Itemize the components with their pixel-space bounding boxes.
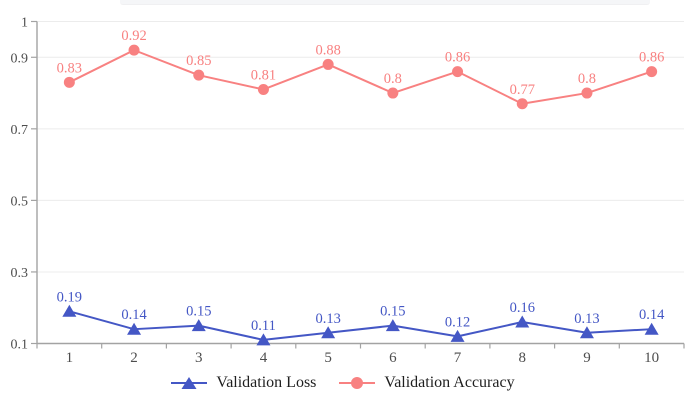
data-point-label-validation-accuracy: 0.8 (384, 71, 402, 87)
data-point-marker-validation-accuracy (581, 87, 593, 99)
x-tick-label: 9 (583, 350, 591, 366)
data-point-label-validation-loss: 0.19 (57, 289, 82, 305)
y-tick-label: 0.9 (11, 51, 29, 66)
x-tick-label: 2 (130, 350, 138, 366)
data-point-marker-validation-loss (385, 319, 400, 332)
data-point-label-validation-loss: 0.11 (251, 318, 276, 334)
x-tick-label: 8 (519, 350, 527, 366)
y-tick-label: 1 (21, 16, 28, 31)
data-point-label-validation-accuracy: 0.86 (445, 50, 470, 66)
legend-label-validation-accuracy: Validation Accuracy (384, 374, 515, 391)
data-point-marker-validation-accuracy (257, 83, 269, 95)
legend-item-validation-loss: Validation Loss (170, 375, 316, 391)
line-chart: 10.90.70.50.30.11 2 3 4 5 6 7 8 9 100.190.14 0.150… (11, 16, 685, 366)
data-point-marker-validation-loss (191, 319, 206, 332)
data-point-marker-validation-loss (321, 326, 336, 339)
data-point-label-validation-accuracy: 0.92 (121, 28, 146, 44)
x-tick-label: 7 (454, 350, 462, 366)
legend-label-validation-loss: Validation Loss (216, 374, 317, 391)
data-point-label-validation-accuracy: 0.81 (251, 67, 276, 83)
data-point-label-validation-loss: 0.13 (315, 311, 340, 327)
data-point-marker-validation-accuracy (646, 66, 658, 78)
data-point-marker-validation-loss (579, 326, 594, 339)
data-point-marker-validation-accuracy (128, 44, 140, 56)
data-point-marker-validation-loss (256, 333, 271, 346)
data-point-marker-validation-loss (644, 322, 659, 335)
y-tick-label: 0.3 (11, 266, 29, 281)
x-tick-label: 5 (324, 350, 332, 366)
series-line-validation-accuracy (68, 49, 653, 105)
data-point-marker-validation-accuracy (452, 66, 464, 78)
top-strip-decoration (120, 0, 650, 5)
data-point-marker-validation-accuracy (193, 69, 205, 81)
circle-marker-icon (339, 377, 376, 389)
data-point-label-validation-loss: 0.14 (639, 307, 665, 323)
x-tick-label: 1 (66, 350, 74, 366)
x-tick-label: 10 (644, 350, 659, 366)
data-point-marker-validation-accuracy (516, 98, 528, 110)
data-point-marker-validation-loss (450, 329, 465, 342)
data-point-label-validation-accuracy: 0.83 (57, 60, 82, 76)
chart-legend: Validation Loss Validation Accuracy (0, 368, 685, 398)
data-point-marker-validation-accuracy (387, 87, 399, 99)
data-point-label-validation-loss: 0.13 (574, 311, 599, 327)
data-point-marker-validation-loss (127, 322, 142, 335)
data-point-label-validation-accuracy: 0.77 (510, 82, 535, 98)
data-point-label-validation-loss: 0.12 (445, 314, 470, 330)
data-point-label-validation-loss: 0.14 (121, 307, 147, 323)
x-tick-label: 4 (260, 350, 268, 366)
data-point-label-validation-accuracy: 0.86 (639, 50, 664, 66)
series-line-validation-loss (68, 310, 653, 341)
data-point-label-validation-loss: 0.15 (380, 304, 405, 320)
data-point-marker-validation-loss (515, 315, 530, 328)
x-tick-label: 6 (389, 350, 397, 366)
data-point-label-validation-accuracy: 0.8 (578, 71, 596, 87)
y-tick-label: 0.7 (11, 123, 29, 138)
data-point-marker-validation-loss (62, 304, 77, 317)
data-point-label-validation-accuracy: 0.88 (315, 42, 340, 58)
data-point-label-validation-accuracy: 0.85 (186, 53, 211, 69)
x-tick-label: 3 (195, 350, 203, 366)
triangle-marker-icon (171, 377, 208, 389)
legend-item-validation-accuracy: Validation Accuracy (338, 374, 515, 391)
y-tick-label: 0.1 (11, 338, 29, 353)
data-point-marker-validation-accuracy (63, 76, 75, 88)
data-point-label-validation-loss: 0.15 (186, 304, 211, 320)
y-tick-label: 0.5 (11, 194, 29, 209)
data-point-marker-validation-accuracy (322, 58, 334, 70)
data-point-label-validation-loss: 0.16 (510, 300, 535, 316)
